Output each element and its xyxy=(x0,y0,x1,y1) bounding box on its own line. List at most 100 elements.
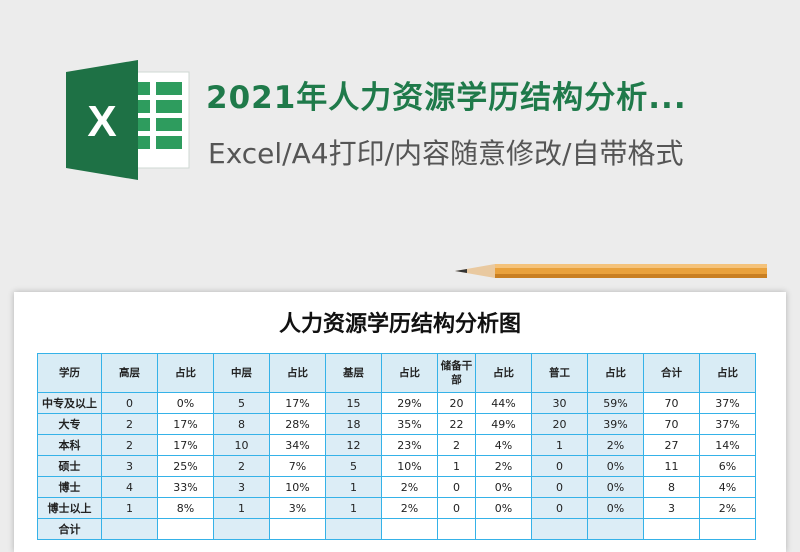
table-cell: 27 xyxy=(643,434,700,456)
column-header: 占比 xyxy=(587,353,644,393)
table-cell xyxy=(325,518,382,540)
table-cell: 30 xyxy=(531,392,588,414)
table-cell: 6% xyxy=(699,455,756,477)
table-cell: 3 xyxy=(101,455,158,477)
table-cell xyxy=(157,518,214,540)
table-cell: 0% xyxy=(587,455,644,477)
page-subtitle: Excel/A4打印/内容随意修改/自带格式 xyxy=(208,137,684,170)
column-header: 普工 xyxy=(531,353,588,393)
row-label: 博士以上 xyxy=(37,497,102,519)
table-cell: 20 xyxy=(531,413,588,435)
column-header: 高层 xyxy=(101,353,158,393)
table-cell: 0 xyxy=(531,497,588,519)
table-cell: 2% xyxy=(381,497,438,519)
row-label: 本科 xyxy=(37,434,102,456)
table-cell: 35% xyxy=(381,413,438,435)
table-cell: 3 xyxy=(643,497,700,519)
table-row: 中专及以上 0 0% 5 17% 15 29% 20 44% 30 59% 70 37% xyxy=(37,392,756,414)
table-cell: 0 xyxy=(531,455,588,477)
table-cell: 44% xyxy=(475,392,532,414)
column-header: 占比 xyxy=(157,353,214,393)
table-cell: 5 xyxy=(325,455,382,477)
table-cell xyxy=(381,518,438,540)
table-cell: 0% xyxy=(475,476,532,498)
table-cell: 2 xyxy=(437,434,476,456)
table-row: 大专 2 17% 8 28% 18 35% 22 49% 20 39% 70 37% xyxy=(37,413,756,435)
table-cell: 22 xyxy=(437,413,476,435)
table-cell: 1 xyxy=(325,476,382,498)
table-cell: 70 xyxy=(643,413,700,435)
table-cell: 1 xyxy=(101,497,158,519)
column-header: 中层 xyxy=(213,353,270,393)
table-cell: 11 xyxy=(643,455,700,477)
table-cell: 2 xyxy=(101,434,158,456)
table-cell: 0% xyxy=(587,476,644,498)
column-header: 占比 xyxy=(269,353,326,393)
sheet-title: 人力资源学历结构分析图 xyxy=(278,312,521,337)
table-cell: 0 xyxy=(531,476,588,498)
table-cell: 8 xyxy=(213,413,270,435)
table-row: 本科 2 17% 10 34% 12 23% 2 4% 1 2% 27 14% xyxy=(37,434,756,456)
pencil-icon xyxy=(455,258,770,284)
row-label: 硕士 xyxy=(37,455,102,477)
table-cell: 17% xyxy=(269,392,326,414)
table-cell: 17% xyxy=(157,434,214,456)
table-cell: 12 xyxy=(325,434,382,456)
column-header: 占比 xyxy=(381,353,438,393)
table-cell: 3% xyxy=(269,497,326,519)
table-cell: 10 xyxy=(213,434,270,456)
table-cell: 20 xyxy=(437,392,476,414)
spreadsheet-preview: 人力资源学历结构分析图 学历 高层 占比 中层 占比 基层 占比 储备干部 占比 普工 占比 合计 占比… xyxy=(14,292,786,552)
column-header: 基层 xyxy=(325,353,382,393)
table-cell: 1 xyxy=(531,434,588,456)
table-cell: 39% xyxy=(587,413,644,435)
column-header: 合计 xyxy=(643,353,700,393)
table-cell: 49% xyxy=(475,413,532,435)
table-cell: 2 xyxy=(213,455,270,477)
table-cell: 70 xyxy=(643,392,700,414)
table-cell: 0 xyxy=(101,392,158,414)
page-title: 2021年人力资源学历结构分析... xyxy=(206,80,687,116)
table-cell: 8 xyxy=(643,476,700,498)
table-cell: 2% xyxy=(587,434,644,456)
table-cell xyxy=(269,518,326,540)
table-cell: 2% xyxy=(475,455,532,477)
table-cell: 10% xyxy=(269,476,326,498)
table-cell: 29% xyxy=(381,392,438,414)
table-cell: 1 xyxy=(437,455,476,477)
table-cell: 8% xyxy=(157,497,214,519)
table-cell: 59% xyxy=(587,392,644,414)
table-cell: 37% xyxy=(699,413,756,435)
table-cell: 33% xyxy=(157,476,214,498)
row-label: 大专 xyxy=(37,413,102,435)
table-cell xyxy=(213,518,270,540)
table-cell: 0% xyxy=(587,497,644,519)
table-cell xyxy=(531,518,588,540)
column-header: 占比 xyxy=(699,353,756,393)
table-cell xyxy=(587,518,644,540)
table-row: 博士 4 33% 3 10% 1 2% 0 0% 0 0% 8 4% xyxy=(37,476,756,498)
table-cell: 14% xyxy=(699,434,756,456)
table-cell: 2% xyxy=(699,497,756,519)
excel-logo: X xyxy=(66,60,192,180)
table-cell: 4% xyxy=(475,434,532,456)
table-cell: 2% xyxy=(381,476,438,498)
svg-text:X: X xyxy=(87,97,116,146)
table-cell: 3 xyxy=(213,476,270,498)
table-cell: 0% xyxy=(157,392,214,414)
table-row: 硕士 3 25% 2 7% 5 10% 1 2% 0 0% 11 6% xyxy=(37,455,756,477)
table-cell: 0% xyxy=(475,497,532,519)
row-label: 合计 xyxy=(37,518,102,540)
table-cell: 37% xyxy=(699,392,756,414)
table-cell: 15 xyxy=(325,392,382,414)
table-cell: 5 xyxy=(213,392,270,414)
table-cell: 4 xyxy=(101,476,158,498)
table-cell: 2 xyxy=(101,413,158,435)
row-label: 中专及以上 xyxy=(37,392,102,414)
table-cell: 4% xyxy=(699,476,756,498)
table-cell xyxy=(101,518,158,540)
table-cell: 0 xyxy=(437,497,476,519)
table-cell: 25% xyxy=(157,455,214,477)
table-cell: 34% xyxy=(269,434,326,456)
table-row: 合计 xyxy=(37,518,756,540)
